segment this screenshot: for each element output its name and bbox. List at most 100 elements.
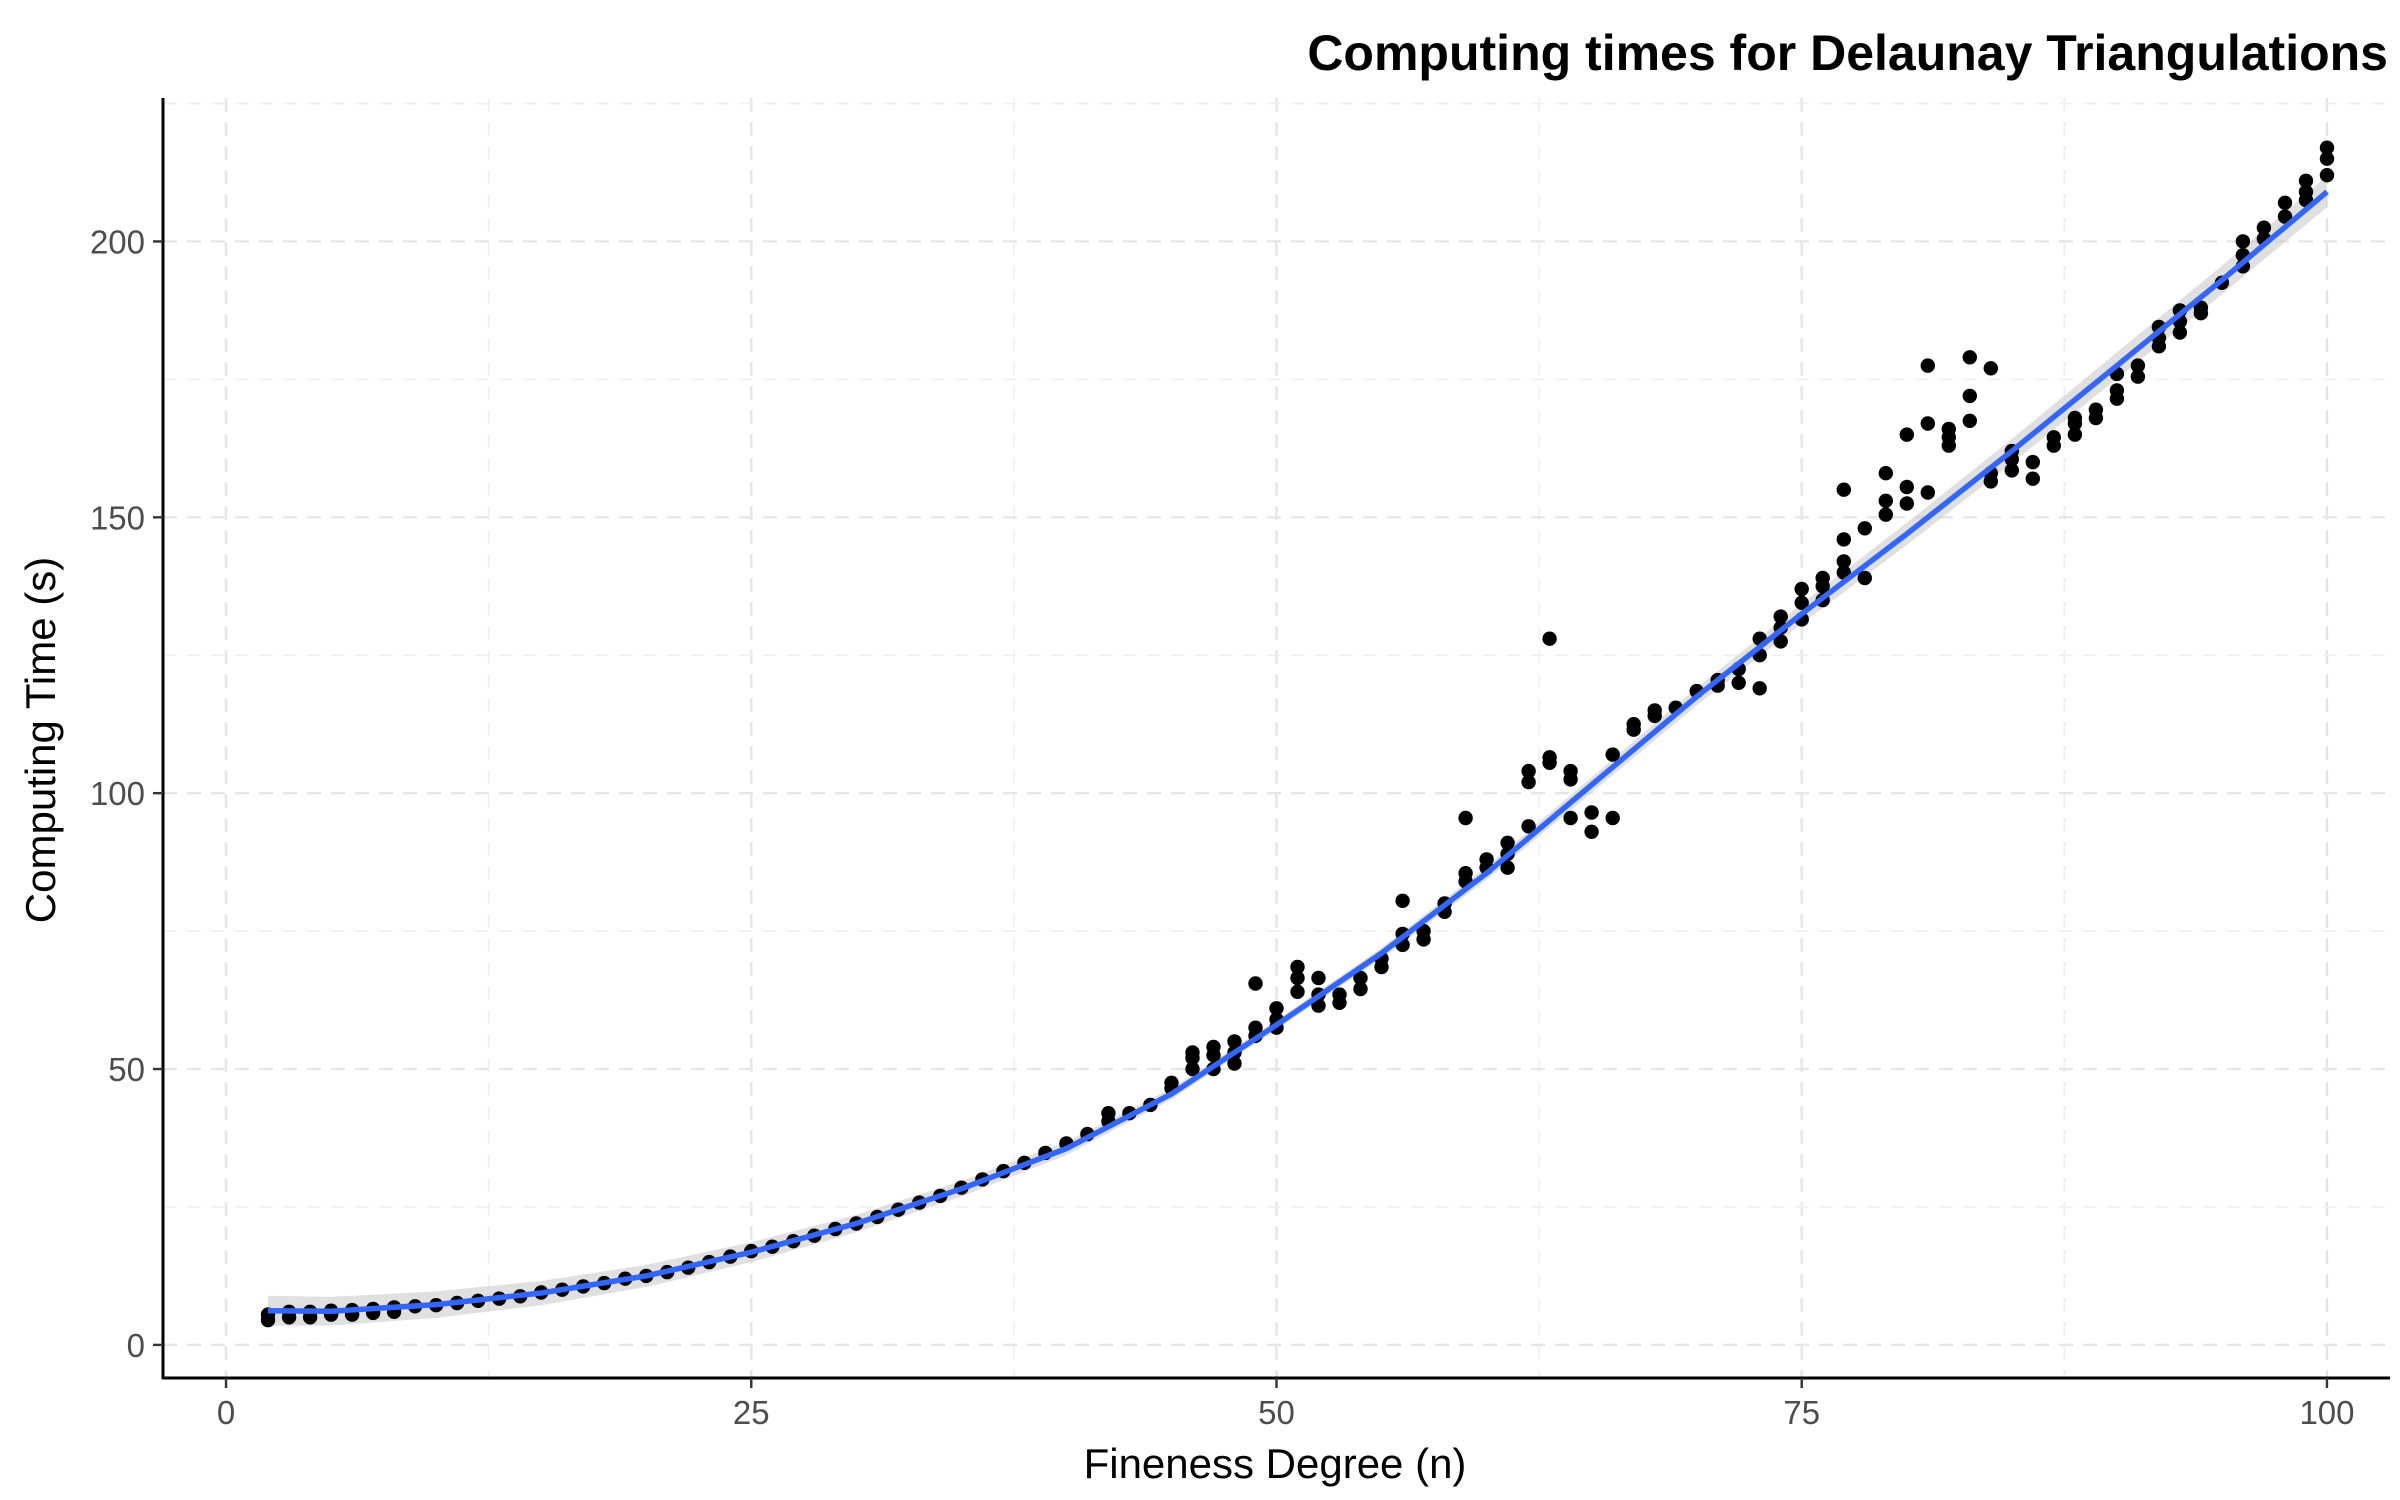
data-point bbox=[2130, 358, 2146, 373]
data-point bbox=[1794, 581, 1809, 597]
data-point bbox=[1626, 717, 1641, 732]
x-tick-label: 75 bbox=[1783, 1394, 1820, 1431]
data-point bbox=[2319, 140, 2335, 155]
data-point bbox=[1248, 976, 1263, 991]
x-tick-label: 25 bbox=[733, 1394, 770, 1431]
data-point bbox=[1815, 570, 1830, 586]
data-point bbox=[1521, 774, 1536, 790]
data-point bbox=[1752, 681, 1767, 696]
data-point bbox=[1563, 763, 1578, 779]
data-point bbox=[1542, 750, 1557, 765]
y-axis-label: Computing Time (s) bbox=[17, 557, 64, 923]
data-point bbox=[1311, 970, 1326, 986]
data-point bbox=[1878, 466, 1894, 481]
data-point bbox=[1500, 835, 1515, 850]
data-point bbox=[2319, 168, 2335, 183]
data-point bbox=[1542, 631, 1557, 646]
data-point bbox=[1521, 763, 1536, 779]
fit-line bbox=[267, 189, 2329, 1314]
data-point bbox=[1647, 703, 1662, 718]
data-point bbox=[2067, 427, 2083, 442]
data-point bbox=[2298, 173, 2314, 188]
data-point bbox=[1899, 479, 1915, 495]
data-point bbox=[1857, 570, 1873, 586]
data-point bbox=[1227, 1056, 1242, 1071]
data-point bbox=[1962, 413, 1978, 428]
data-point bbox=[1962, 388, 1978, 404]
y-tick-label: 50 bbox=[108, 1051, 145, 1088]
data-point bbox=[1731, 675, 1746, 690]
data-point bbox=[1794, 595, 1809, 610]
y-tick-label: 150 bbox=[90, 499, 145, 536]
data-point bbox=[1962, 350, 1978, 365]
data-point bbox=[1458, 810, 1473, 826]
chart-title: Computing times for Delaunay Triangulati… bbox=[1307, 25, 2388, 81]
data-point bbox=[2046, 430, 2061, 445]
data-point bbox=[1836, 554, 1852, 569]
data-point bbox=[1983, 361, 1999, 376]
data-point bbox=[1290, 959, 1305, 975]
data-point bbox=[2172, 325, 2188, 340]
data-point bbox=[2319, 151, 2335, 166]
x-tick-label: 50 bbox=[1258, 1394, 1295, 1431]
data-point bbox=[1185, 1045, 1200, 1060]
data-point bbox=[2025, 454, 2041, 470]
data-point bbox=[2298, 184, 2314, 199]
data-point bbox=[2109, 383, 2125, 398]
data-point bbox=[1101, 1106, 1116, 1121]
data-point bbox=[1605, 810, 1620, 826]
data-point bbox=[1479, 852, 1494, 867]
data-point bbox=[1878, 507, 1894, 522]
data-point bbox=[2067, 410, 2083, 426]
data-point bbox=[1500, 860, 1515, 875]
grid-lines bbox=[163, 98, 2390, 1378]
data-point bbox=[1920, 485, 1936, 500]
data-point bbox=[1290, 970, 1305, 986]
data-point bbox=[1332, 987, 1347, 1002]
data-point bbox=[2130, 369, 2146, 384]
data-point bbox=[1227, 1034, 1242, 1049]
data-point bbox=[2256, 220, 2272, 235]
data-point bbox=[1164, 1075, 1179, 1091]
data-point bbox=[2235, 234, 2251, 249]
data-point bbox=[2277, 209, 2293, 224]
y-tick-label: 0 bbox=[127, 1327, 145, 1364]
data-point bbox=[2025, 471, 2041, 486]
x-tick-label: 100 bbox=[2299, 1394, 2354, 1431]
data-point bbox=[1290, 984, 1305, 999]
data-point bbox=[1920, 358, 1936, 373]
data-point bbox=[1269, 1001, 1284, 1016]
data-point bbox=[1584, 805, 1599, 820]
data-point bbox=[2193, 300, 2209, 315]
data-point bbox=[2004, 463, 2020, 478]
data-point bbox=[1206, 1039, 1221, 1055]
data-points bbox=[260, 140, 2335, 1328]
x-tick-label: 0 bbox=[217, 1394, 235, 1431]
data-point bbox=[1248, 1020, 1263, 1035]
data-point bbox=[1899, 427, 1915, 442]
data-point bbox=[1416, 923, 1431, 939]
data-point bbox=[1521, 819, 1536, 834]
data-point bbox=[1458, 866, 1473, 881]
data-point bbox=[1941, 421, 1957, 437]
y-tick-label: 200 bbox=[90, 223, 145, 260]
fit-line-layer bbox=[267, 189, 2329, 1314]
data-point bbox=[1353, 970, 1368, 986]
data-point bbox=[1773, 634, 1788, 649]
data-point bbox=[1185, 1061, 1200, 1077]
data-point bbox=[1773, 609, 1788, 624]
data-point bbox=[1836, 532, 1852, 547]
tick-labels: 0 25 50 75 100 0 50 100 150 200 bbox=[90, 223, 2355, 1431]
data-point bbox=[1563, 810, 1578, 826]
data-point bbox=[1584, 824, 1599, 839]
x-axis-label: Fineness Degree (n) bbox=[1084, 1440, 1467, 1487]
data-point bbox=[1878, 493, 1894, 508]
data-point bbox=[1857, 521, 1873, 536]
y-tick-label: 100 bbox=[90, 775, 145, 812]
data-point bbox=[2277, 195, 2293, 210]
data-point bbox=[1353, 981, 1368, 997]
data-point bbox=[1836, 482, 1852, 497]
data-point bbox=[2088, 402, 2104, 417]
